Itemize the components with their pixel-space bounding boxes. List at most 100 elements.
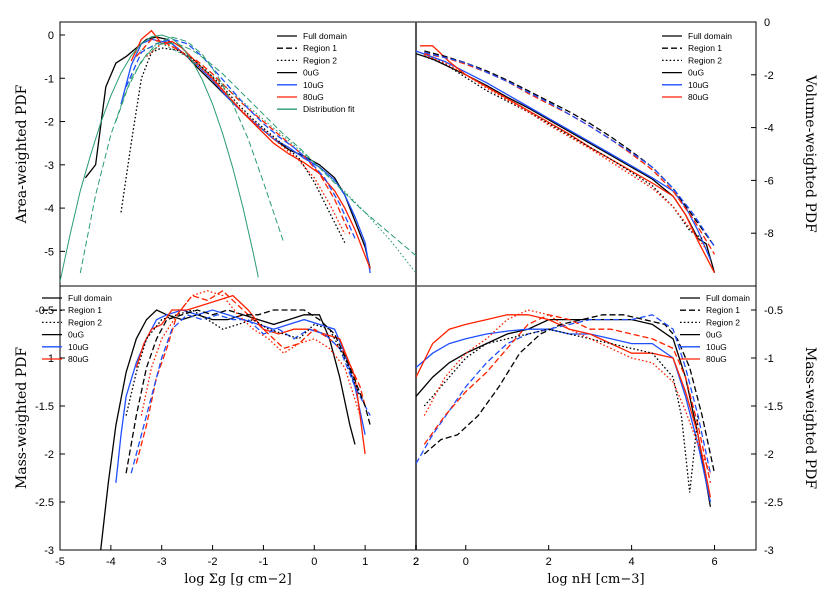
x-tick-label: 0 xyxy=(463,556,469,568)
panel-frame-bottom-left xyxy=(59,285,417,551)
y-tick-label: -2.5 xyxy=(35,497,54,509)
y-tick-label: -2.5 xyxy=(764,497,783,509)
series-group xyxy=(60,29,416,282)
series-line xyxy=(84,36,371,269)
legend-label: Full domain xyxy=(688,31,732,41)
y-tick-label: -8 xyxy=(764,228,774,240)
y-tick-label: -2 xyxy=(764,449,774,461)
series-line xyxy=(424,51,716,247)
y-tick-label: -1 xyxy=(764,353,774,365)
y-tick-label: -2 xyxy=(44,117,54,129)
series-line xyxy=(424,54,707,250)
x-tick-label: -5 xyxy=(55,556,65,568)
x-axis-label-left: log Σg [g cm−2] xyxy=(184,572,291,587)
panel-frame-bottom-right xyxy=(415,285,757,551)
y-tick-label: -4 xyxy=(44,203,54,215)
legend-label: 80uG xyxy=(706,354,727,364)
legend-label: Region 2 xyxy=(303,55,337,65)
y-tick-label: -2 xyxy=(44,449,54,461)
legend-label: Full domain xyxy=(706,293,750,303)
series-line xyxy=(416,328,712,503)
y-tick-label: -1.5 xyxy=(35,401,54,413)
legend-label: Full domain xyxy=(68,293,112,303)
y-tick-label: -3 xyxy=(44,545,54,557)
series-line xyxy=(125,309,371,474)
legend-label: Region 2 xyxy=(68,317,102,327)
legend-label: 10uG xyxy=(68,342,89,352)
y-tick-label: 0 xyxy=(48,30,54,42)
series-line xyxy=(423,328,699,493)
series-line xyxy=(100,309,356,550)
x-tick-label: -1 xyxy=(259,556,269,568)
series-line xyxy=(130,314,371,474)
y-axis-label-bottom-right: Mass-weighted PDF xyxy=(802,347,818,489)
series-line xyxy=(120,38,371,274)
series-group xyxy=(416,309,716,507)
series-line xyxy=(423,309,711,474)
legend-label: 0uG xyxy=(68,330,84,340)
legend-label: Full domain xyxy=(303,31,347,41)
x-tick-label: 0 xyxy=(311,556,317,568)
legend-label: 80uG xyxy=(688,92,709,102)
y-tick-label: -4 xyxy=(764,123,774,135)
panel-frame-top-left xyxy=(59,21,417,287)
legend-label: Region 2 xyxy=(706,317,740,327)
x-tick-label: -4 xyxy=(106,556,116,568)
y-axis-label-bottom-left: Mass-weighted PDF xyxy=(14,347,30,489)
legend-label: Region 1 xyxy=(68,305,102,315)
series-line xyxy=(424,55,703,240)
y-tick-label: -1.5 xyxy=(764,401,783,413)
legend-label: 0uG xyxy=(706,330,722,340)
y-tick-label: -0.5 xyxy=(35,305,54,317)
series-line xyxy=(136,43,416,274)
y-tick-label: -6 xyxy=(764,175,774,187)
y-tick-label: -3 xyxy=(44,160,54,172)
x-tick-label: -2 xyxy=(208,556,218,568)
legend-label: 10uG xyxy=(688,80,709,90)
legend-label: 80uG xyxy=(68,354,89,364)
y-axis-label-top-left: Area-weighted PDF xyxy=(14,84,30,224)
legend-label: Region 2 xyxy=(688,55,722,65)
legend-label: Region 1 xyxy=(303,43,337,53)
series-line xyxy=(420,45,716,274)
series-line xyxy=(125,38,356,239)
x-axis-label-right: log nH [cm−3] xyxy=(547,572,644,587)
series-line xyxy=(416,50,711,260)
legend-label: 10uG xyxy=(303,80,324,90)
series-line xyxy=(125,309,361,416)
series-line xyxy=(424,50,716,247)
x-tick-label: 1 xyxy=(362,556,368,568)
x-tick-label: 2 xyxy=(546,556,552,568)
series-line xyxy=(146,42,346,235)
legend-label: Region 1 xyxy=(706,305,740,315)
y-tick-label: -5 xyxy=(44,246,54,258)
series-line xyxy=(423,314,716,474)
legend-label: 0uG xyxy=(303,68,319,78)
x-tick-label: 6 xyxy=(711,556,717,568)
legend-label: 0uG xyxy=(688,68,704,78)
series-line xyxy=(79,36,285,274)
x-tick-label: 2 xyxy=(413,556,419,568)
series-line xyxy=(135,294,366,455)
series-group xyxy=(100,289,371,550)
x-tick-label: 2 xyxy=(413,556,419,568)
series-line xyxy=(115,43,416,257)
series-line xyxy=(416,314,712,474)
series-line xyxy=(416,318,712,507)
y-tick-label: 0 xyxy=(764,17,770,29)
series-line xyxy=(423,314,712,483)
y-tick-label: -1 xyxy=(44,73,54,85)
series-line xyxy=(135,38,351,235)
series-line xyxy=(424,53,716,255)
y-axis-label-top-right: Volume-weighted PDF xyxy=(802,74,818,233)
series-group xyxy=(416,45,716,274)
series-line xyxy=(416,314,712,498)
plot-layer: 0 -1 -2 -3 -4 -5 Full domain Region 1 Region 2 0u… xyxy=(35,17,783,568)
series-line xyxy=(130,29,371,269)
y-tick-label: -3 xyxy=(764,545,774,557)
y-tick-label: -0.5 xyxy=(764,305,783,317)
y-tick-label: -2 xyxy=(764,70,774,82)
legend-label: Region 1 xyxy=(688,43,722,53)
x-tick-label: 4 xyxy=(629,556,635,568)
